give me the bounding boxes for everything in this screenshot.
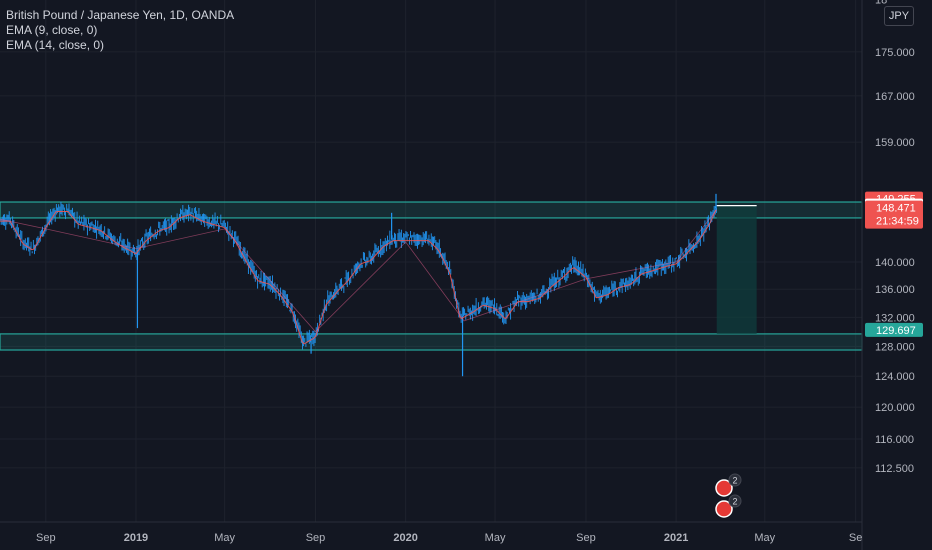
x-tick-label: Sep (36, 532, 56, 544)
event-flag-icon (715, 500, 733, 518)
x-tick-label: 2020 (393, 532, 417, 544)
x-tick-label: Sep (306, 532, 326, 544)
currency-badge[interactable]: JPY (884, 6, 914, 26)
ema-14-legend: EMA (14, close, 0) (6, 38, 105, 52)
y-tick-label: 132.000 (875, 312, 915, 324)
x-tick-label: Sep (576, 532, 596, 544)
event-count: 2 (732, 497, 737, 507)
countdown-label: 21:34:59 (876, 216, 919, 228)
price-zone-2 (0, 333, 863, 351)
x-tick-label: May (485, 532, 506, 544)
x-tick-label: May (214, 532, 235, 544)
x-tick-label: 2021 (664, 532, 688, 544)
current-price-label: 148.471 (876, 203, 916, 215)
event-count-badge (728, 494, 742, 508)
ema-9-legend: EMA (9, close, 0) (6, 23, 98, 37)
target-price-label: 129.697 (876, 325, 916, 337)
x-tick-label: May (754, 532, 775, 544)
short-position-target-box (716, 205, 757, 334)
event-count: 2 (732, 476, 737, 486)
y-tick-label: 128.000 (875, 341, 915, 353)
y-tick-label: 136.000 (875, 284, 915, 296)
y-tick-label: 116.000 (875, 434, 914, 446)
chart-grid (0, 0, 862, 522)
event-markers: 22 (715, 473, 742, 518)
y-tick-label: 140.000 (875, 257, 915, 269)
y-tick-label: 167.000 (875, 91, 915, 103)
chart-legend: British Pound / Japanese Yen, 1D, OANDA … (6, 8, 234, 53)
y-tick-label: 112.500 (875, 463, 914, 475)
y-tick-label: 120.000 (875, 402, 915, 414)
y-tick-label: 159.000 (875, 137, 915, 149)
current-price-label-bg (865, 200, 923, 229)
event-flag-icon (715, 479, 733, 497)
event-count-badge (728, 473, 742, 487)
x-tick-label: Se (849, 532, 862, 544)
ema-lines (0, 209, 718, 345)
symbol-title: British Pound / Japanese Yen, 1D, OANDA (6, 8, 235, 22)
y-tick-label: 18 (875, 0, 887, 7)
ema-line-2 (0, 209, 718, 333)
ema-line-1 (0, 209, 717, 345)
y-tick-label: 175.000 (875, 47, 915, 59)
target-price-label-bg (865, 322, 923, 337)
x-tick-label: 2019 (124, 532, 148, 544)
y-tick-label: 124.000 (875, 371, 915, 383)
